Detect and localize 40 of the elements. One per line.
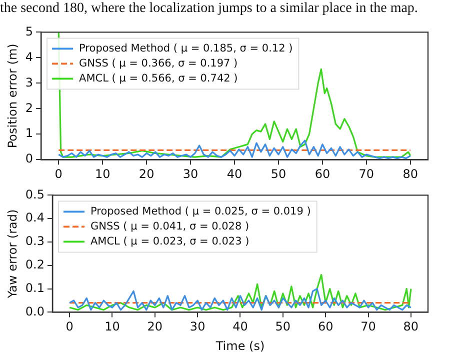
x-tick-label: 50 [275, 320, 291, 334]
x-tick-label: 80 [402, 166, 418, 181]
x-tick-label: 30 [190, 320, 206, 334]
x-tick-label: 60 [318, 320, 334, 334]
y-tick-label: 5 [25, 24, 34, 38]
y-axis-title: Yaw error (rad) [5, 209, 20, 300]
y-tick-label: 1 [25, 126, 34, 140]
x-tick-label: 40 [232, 320, 248, 334]
legend-label: GNSS ( μ = 0.041, σ = 0.028 ) [90, 220, 250, 232]
x-axis-title: Time (s) [214, 338, 265, 353]
legend-label: AMCL ( μ = 0.566, σ = 0.742 ) [79, 72, 238, 84]
x-tick-label: 30 [182, 166, 198, 181]
x-tick-label: 70 [358, 166, 374, 181]
y-tick-label: 4 [25, 50, 34, 64]
y-tick-label: 0.3 [25, 234, 44, 248]
legend-label: Proposed Method ( μ = 0.185, σ = 0.12 ) [79, 42, 293, 54]
y-tick-label: 0.4 [25, 210, 44, 225]
x-tick-label: 80 [403, 320, 419, 334]
legend-label: AMCL ( μ = 0.023, σ = 0.023 ) [90, 235, 250, 248]
y-tick-label: 0.1 [25, 280, 44, 295]
y-tick-label: 0.2 [25, 258, 44, 272]
x-tick-label: 40 [226, 166, 242, 181]
y-tick-label: 2 [25, 100, 34, 115]
x-tick-label: 60 [314, 166, 330, 181]
x-tick-label: 20 [138, 166, 154, 181]
x-tick-label: 70 [360, 320, 376, 334]
x-tick-label: 20 [147, 320, 163, 334]
y-axis-title: Position error (m) [5, 44, 20, 148]
y-tick-label: 0.5 [25, 187, 44, 202]
x-tick-label: 10 [104, 320, 120, 334]
x-tick-label: 0 [54, 166, 62, 181]
x-tick-label: 10 [94, 166, 110, 181]
legend-label: GNSS ( μ = 0.366, σ = 0.197 ) [79, 57, 238, 70]
x-tick-label: 0 [66, 320, 74, 334]
legend-label: Proposed Method ( μ = 0.025, σ = 0.019 ) [90, 205, 311, 218]
y-tick-label: 0.0 [25, 304, 44, 318]
y-tick-label: 0 [25, 152, 34, 166]
text: the second 180, where the localization jumps to a similar place in the map. [0, 1, 418, 17]
x-tick-label: 50 [270, 166, 286, 181]
y-tick-label: 3 [25, 75, 34, 90]
